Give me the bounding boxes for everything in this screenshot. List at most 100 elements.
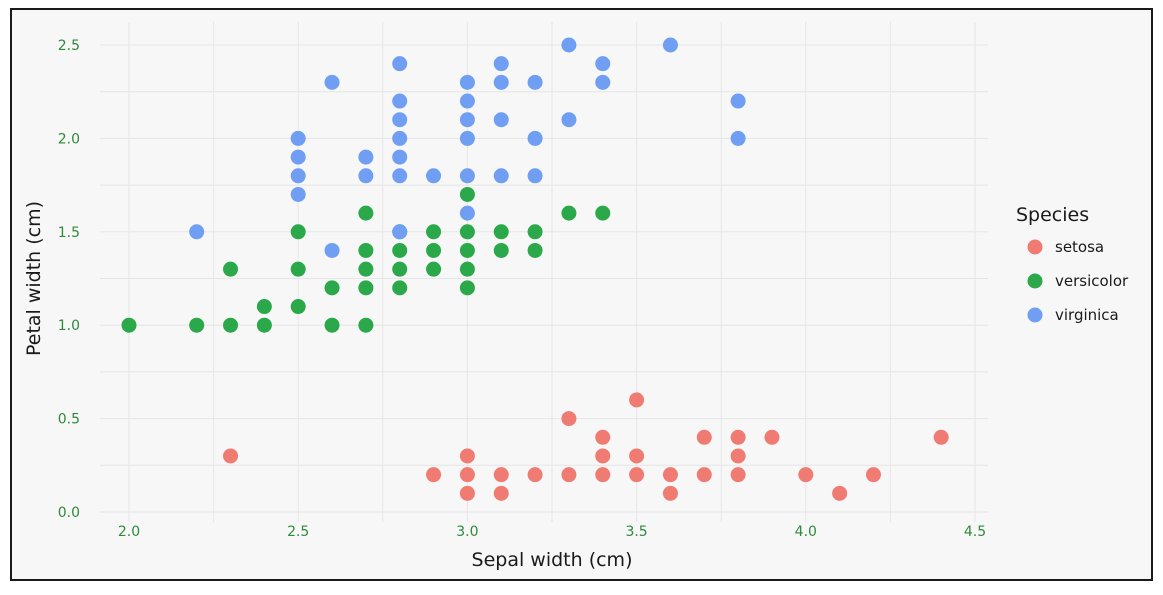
point-virginica	[324, 74, 340, 90]
point-setosa	[832, 485, 848, 501]
point-versicolor	[358, 317, 374, 333]
point-versicolor	[595, 205, 611, 221]
point-setosa	[696, 467, 712, 483]
point-virginica	[459, 112, 475, 128]
point-virginica	[493, 56, 509, 72]
legend-key-virginica	[1027, 307, 1043, 323]
legend-key-versicolor	[1027, 273, 1043, 289]
y-tick-label: 1.5	[58, 225, 80, 241]
point-versicolor	[527, 242, 543, 258]
point-setosa	[595, 429, 611, 445]
point-virginica	[561, 112, 577, 128]
point-setosa	[798, 467, 814, 483]
point-virginica	[392, 56, 408, 72]
point-versicolor	[459, 261, 475, 277]
y-tick-label: 2.0	[58, 131, 80, 147]
point-virginica	[392, 112, 408, 128]
point-versicolor	[426, 242, 442, 258]
point-setosa	[459, 467, 475, 483]
point-versicolor	[459, 224, 475, 240]
x-tick-label: 3.0	[456, 524, 478, 540]
point-versicolor	[459, 280, 475, 296]
point-versicolor	[290, 224, 306, 240]
point-setosa	[595, 467, 611, 483]
point-versicolor	[290, 299, 306, 315]
point-virginica	[290, 130, 306, 146]
point-setosa	[730, 429, 746, 445]
point-virginica	[527, 74, 543, 90]
y-axis-label: Petal width (cm)	[23, 201, 45, 356]
point-versicolor	[223, 317, 239, 333]
point-versicolor	[392, 242, 408, 258]
point-virginica	[392, 168, 408, 184]
point-virginica	[730, 130, 746, 146]
point-setosa	[764, 429, 780, 445]
point-setosa	[493, 485, 509, 501]
point-setosa	[730, 448, 746, 464]
point-setosa	[662, 485, 678, 501]
point-virginica	[290, 168, 306, 184]
point-versicolor	[561, 205, 577, 221]
point-setosa	[696, 429, 712, 445]
point-virginica	[392, 149, 408, 165]
point-setosa	[426, 467, 442, 483]
point-virginica	[527, 168, 543, 184]
point-virginica	[595, 56, 611, 72]
point-setosa	[629, 467, 645, 483]
point-virginica	[527, 130, 543, 146]
point-virginica	[392, 224, 408, 240]
point-virginica	[493, 112, 509, 128]
chart-frame: 2.0 2.5 3.0 3.5 4.0 4.5 0.0 0.5 1.0 1.5 2.0 2.5 Se…	[10, 8, 1153, 581]
point-versicolor	[493, 224, 509, 240]
data-points	[121, 37, 949, 501]
point-setosa	[561, 411, 577, 427]
point-versicolor	[290, 261, 306, 277]
x-tick-label: 4.5	[964, 524, 986, 540]
point-setosa	[865, 467, 881, 483]
point-setosa	[459, 485, 475, 501]
point-setosa	[527, 467, 543, 483]
point-setosa	[730, 467, 746, 483]
scatter-chart: 2.0 2.5 3.0 3.5 4.0 4.5 0.0 0.5 1.0 1.5 2.0 2.5 Se…	[23, 22, 1129, 571]
point-virginica	[459, 205, 475, 221]
point-setosa	[662, 467, 678, 483]
legend-label-virginica: virginica	[1055, 306, 1119, 324]
point-versicolor	[223, 261, 239, 277]
point-versicolor	[459, 242, 475, 258]
point-virginica	[189, 224, 205, 240]
point-virginica	[358, 168, 374, 184]
point-virginica	[493, 74, 509, 90]
point-versicolor	[527, 224, 543, 240]
point-versicolor	[324, 280, 340, 296]
x-tick-label: 2.0	[118, 524, 140, 540]
point-virginica	[730, 93, 746, 109]
point-versicolor	[493, 242, 509, 258]
legend-title: Species	[1016, 204, 1089, 226]
point-versicolor	[256, 317, 272, 333]
x-tick-label: 3.5	[625, 524, 647, 540]
point-setosa	[595, 448, 611, 464]
point-virginica	[595, 74, 611, 90]
point-versicolor	[121, 317, 137, 333]
point-virginica	[426, 168, 442, 184]
legend: Species setosa versicolor virginica	[1016, 204, 1129, 324]
point-virginica	[392, 93, 408, 109]
point-virginica	[392, 130, 408, 146]
point-setosa	[223, 448, 239, 464]
point-versicolor	[426, 261, 442, 277]
point-versicolor	[256, 299, 272, 315]
point-virginica	[459, 74, 475, 90]
point-versicolor	[358, 205, 374, 221]
y-tick-label: 0.5	[58, 412, 80, 428]
point-virginica	[459, 168, 475, 184]
legend-label-versicolor: versicolor	[1055, 272, 1129, 290]
point-versicolor	[459, 186, 475, 202]
x-tick-label: 4.0	[795, 524, 817, 540]
point-virginica	[662, 37, 678, 53]
y-tick-label: 1.0	[58, 318, 80, 334]
point-virginica	[459, 93, 475, 109]
point-virginica	[493, 168, 509, 184]
point-setosa	[561, 467, 577, 483]
point-setosa	[629, 392, 645, 408]
y-tick-label: 0.0	[58, 505, 80, 521]
